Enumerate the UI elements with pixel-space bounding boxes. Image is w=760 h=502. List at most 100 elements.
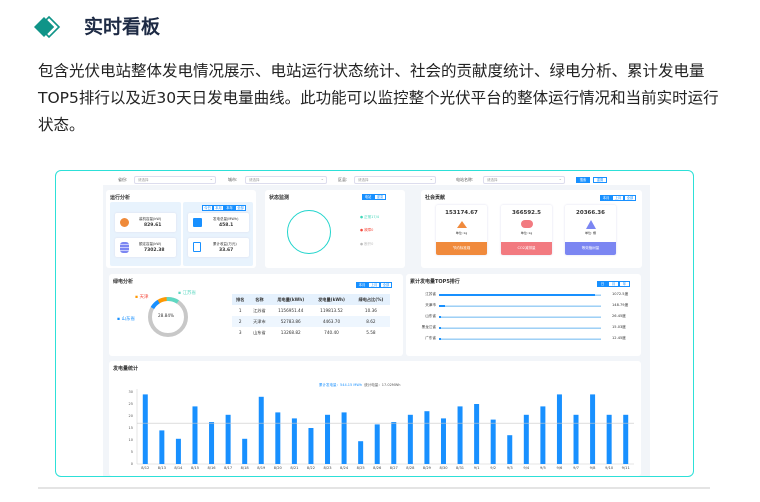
legend-offline: ● 断开0 [360,242,374,246]
generation-chart-panel: 发电量统计 累计发电量：544.15 MWh 统计电量：17.02MWh 0 5 1… [109,361,641,476]
green-table: 排名 名称 用电量(kWh) 发电量(kWh) 绿电占比(%) 1 江苏省 1156951.… [232,294,390,338]
bar [556,394,562,464]
status-tab-inverter[interactable]: 逆变 [374,194,386,200]
metric-value: 33.67 [219,248,234,253]
chart-title: 发电量统计 [113,366,139,372]
x-tick-label: 8/14 [174,466,183,470]
donut-slice-shandong [148,297,188,337]
metric-value: 829.61 [144,223,162,228]
top5-bar-track [439,294,601,296]
social-contribution-panel: 社会贡献 本月 上月 全部 153174.67 单位: kg 节约标准煤 366… [421,190,642,268]
bar [623,414,629,464]
social-value: 153174.67 [445,210,478,216]
x-tick-label: 8/21 [290,466,298,470]
sun-panel-icon [120,218,129,227]
bar [291,418,297,464]
section-description: 包含光伏电站整体发电情况展示、电站运行状态统计、社会的贡献度统计、绿电分析、累计… [38,62,719,134]
dashboard-screenshot: 省份: 请选择 城市: 请选择 区县: 请选择 电站名称: 请选择 搜索 重置 … [55,170,694,477]
top5-name: 江苏省 [425,292,436,296]
metric-value: 7302.38 [144,248,165,253]
bar [358,441,364,464]
social-value: 366592.5 [512,210,541,216]
top5-bar [439,305,446,307]
green-tab-all[interactable]: 全部 [380,282,392,288]
x-tick-label: 9/4 [523,466,529,470]
metric-card: 发电总量(MWh) 458.1 [188,213,249,232]
database-icon [120,242,129,253]
bar [424,411,430,464]
green-donut-chart [148,297,188,337]
metric-card: 装机容量(kW) 829.61 [115,213,176,232]
green-tab-last[interactable]: 上月 [368,282,380,288]
x-tick-label: 9/11 [622,466,630,470]
top5-name: 山东省 [425,314,436,318]
status-ring [287,210,331,254]
bar [407,414,413,464]
summary-stat: 统计电量：17.02MWh [364,383,401,387]
x-tick-label: 9/3 [507,466,513,470]
x-tick-label: 8/24 [340,466,349,470]
social-tab-all[interactable]: 全部 [624,195,636,201]
reset-button[interactable]: 重置 [593,177,607,183]
run-tab-all[interactable]: 全部 [235,205,246,211]
bar [275,412,281,464]
top5-tab-day[interactable]: 日 [597,281,608,287]
top5-bar-track [439,305,601,307]
green-analysis-panel: 绿电分析 本月 上月 全部 28.84% ▪ 江苏省 ▪ 天津 ▪ 山东省 排名… [109,274,403,356]
summary-total: 累计发电量：544.15 MWh [319,383,363,387]
social-card: 153174.67 单位: kg 节约标准煤 [436,205,487,255]
battery-icon [193,218,202,227]
top5-bar [439,294,595,296]
x-tick-label: 8/15 [191,466,199,470]
bar [474,404,480,464]
social-unit: 单位: kg [520,231,533,235]
bar [192,406,198,464]
bar [209,422,215,464]
top5-bar-track [439,327,601,329]
bar [341,412,347,464]
bar [175,438,181,464]
top5-name: 广东省 [425,336,436,340]
top5-value: 12.45度 [612,336,626,340]
x-tick-label: 8/12 [141,466,149,470]
x-tick-label: 8/23 [323,466,331,470]
top5-name: 天津市 [425,303,436,307]
metric-value: 458.1 [219,223,234,228]
x-tick-label: 9/10 [605,466,614,470]
top5-value: 148.79度 [612,303,629,307]
status-tab-station[interactable]: 电站 [362,194,374,200]
mountain-icon [457,221,467,228]
bar [440,418,446,464]
run-tab-year[interactable]: 本年 [224,205,235,211]
run-tab-month[interactable]: 本月 [213,205,224,211]
station-select[interactable]: 请选择 [483,176,565,184]
bar [308,428,314,464]
green-tab-month[interactable]: 本月 [356,282,368,288]
bar [606,414,612,464]
search-button[interactable]: 搜索 [576,177,590,183]
metric-card: 额定容量(kW) 7302.38 [115,238,176,257]
metric-card: 累计收益(万元) 33.67 [188,238,249,257]
table-row: 2 天津市 52783.86 4463.70 8.62 [232,316,390,327]
province-select[interactable]: 请选择 [134,176,216,184]
top5-value: 15.03度 [612,325,626,329]
social-tab-month[interactable]: 本月 [600,195,612,201]
top5-tab-month[interactable]: 月 [608,281,619,287]
x-tick-label: 9/7 [573,466,579,470]
top5-tab-year[interactable]: 年 [619,281,630,287]
city-select[interactable]: 请选择 [245,176,327,184]
bar [590,394,596,464]
district-select[interactable]: 请选择 [354,176,436,184]
tree-icon [586,220,596,229]
legend-normal: ● 正常17/4 [360,215,380,219]
divider [38,487,710,489]
label-shandong: ▪ 山东省 [117,317,135,322]
bar [225,414,231,464]
run-tab-today[interactable]: 今日 [202,205,213,211]
x-tick-label: 8/30 [439,466,448,470]
x-tick-label: 9/5 [540,466,546,470]
y-tick-label: 20 [129,414,133,418]
social-tab-last[interactable]: 上月 [612,195,624,201]
station-label: 电站名称: [456,177,474,182]
metric-label: 发电总量(MWh) [213,217,239,221]
